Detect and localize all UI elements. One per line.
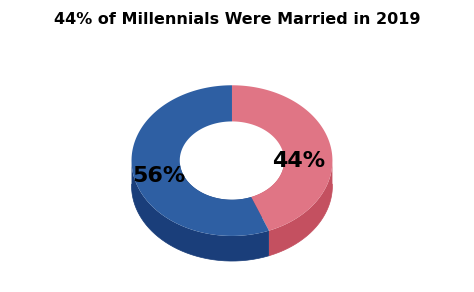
Polygon shape xyxy=(131,85,269,236)
Polygon shape xyxy=(251,160,284,222)
Polygon shape xyxy=(269,159,332,256)
Polygon shape xyxy=(131,159,269,261)
Text: 56%: 56% xyxy=(133,166,186,186)
Text: 44% of Millennials Were Married in 2019: 44% of Millennials Were Married in 2019 xyxy=(54,12,420,27)
Polygon shape xyxy=(180,160,251,225)
Polygon shape xyxy=(232,85,332,231)
Text: 44%: 44% xyxy=(272,151,325,171)
